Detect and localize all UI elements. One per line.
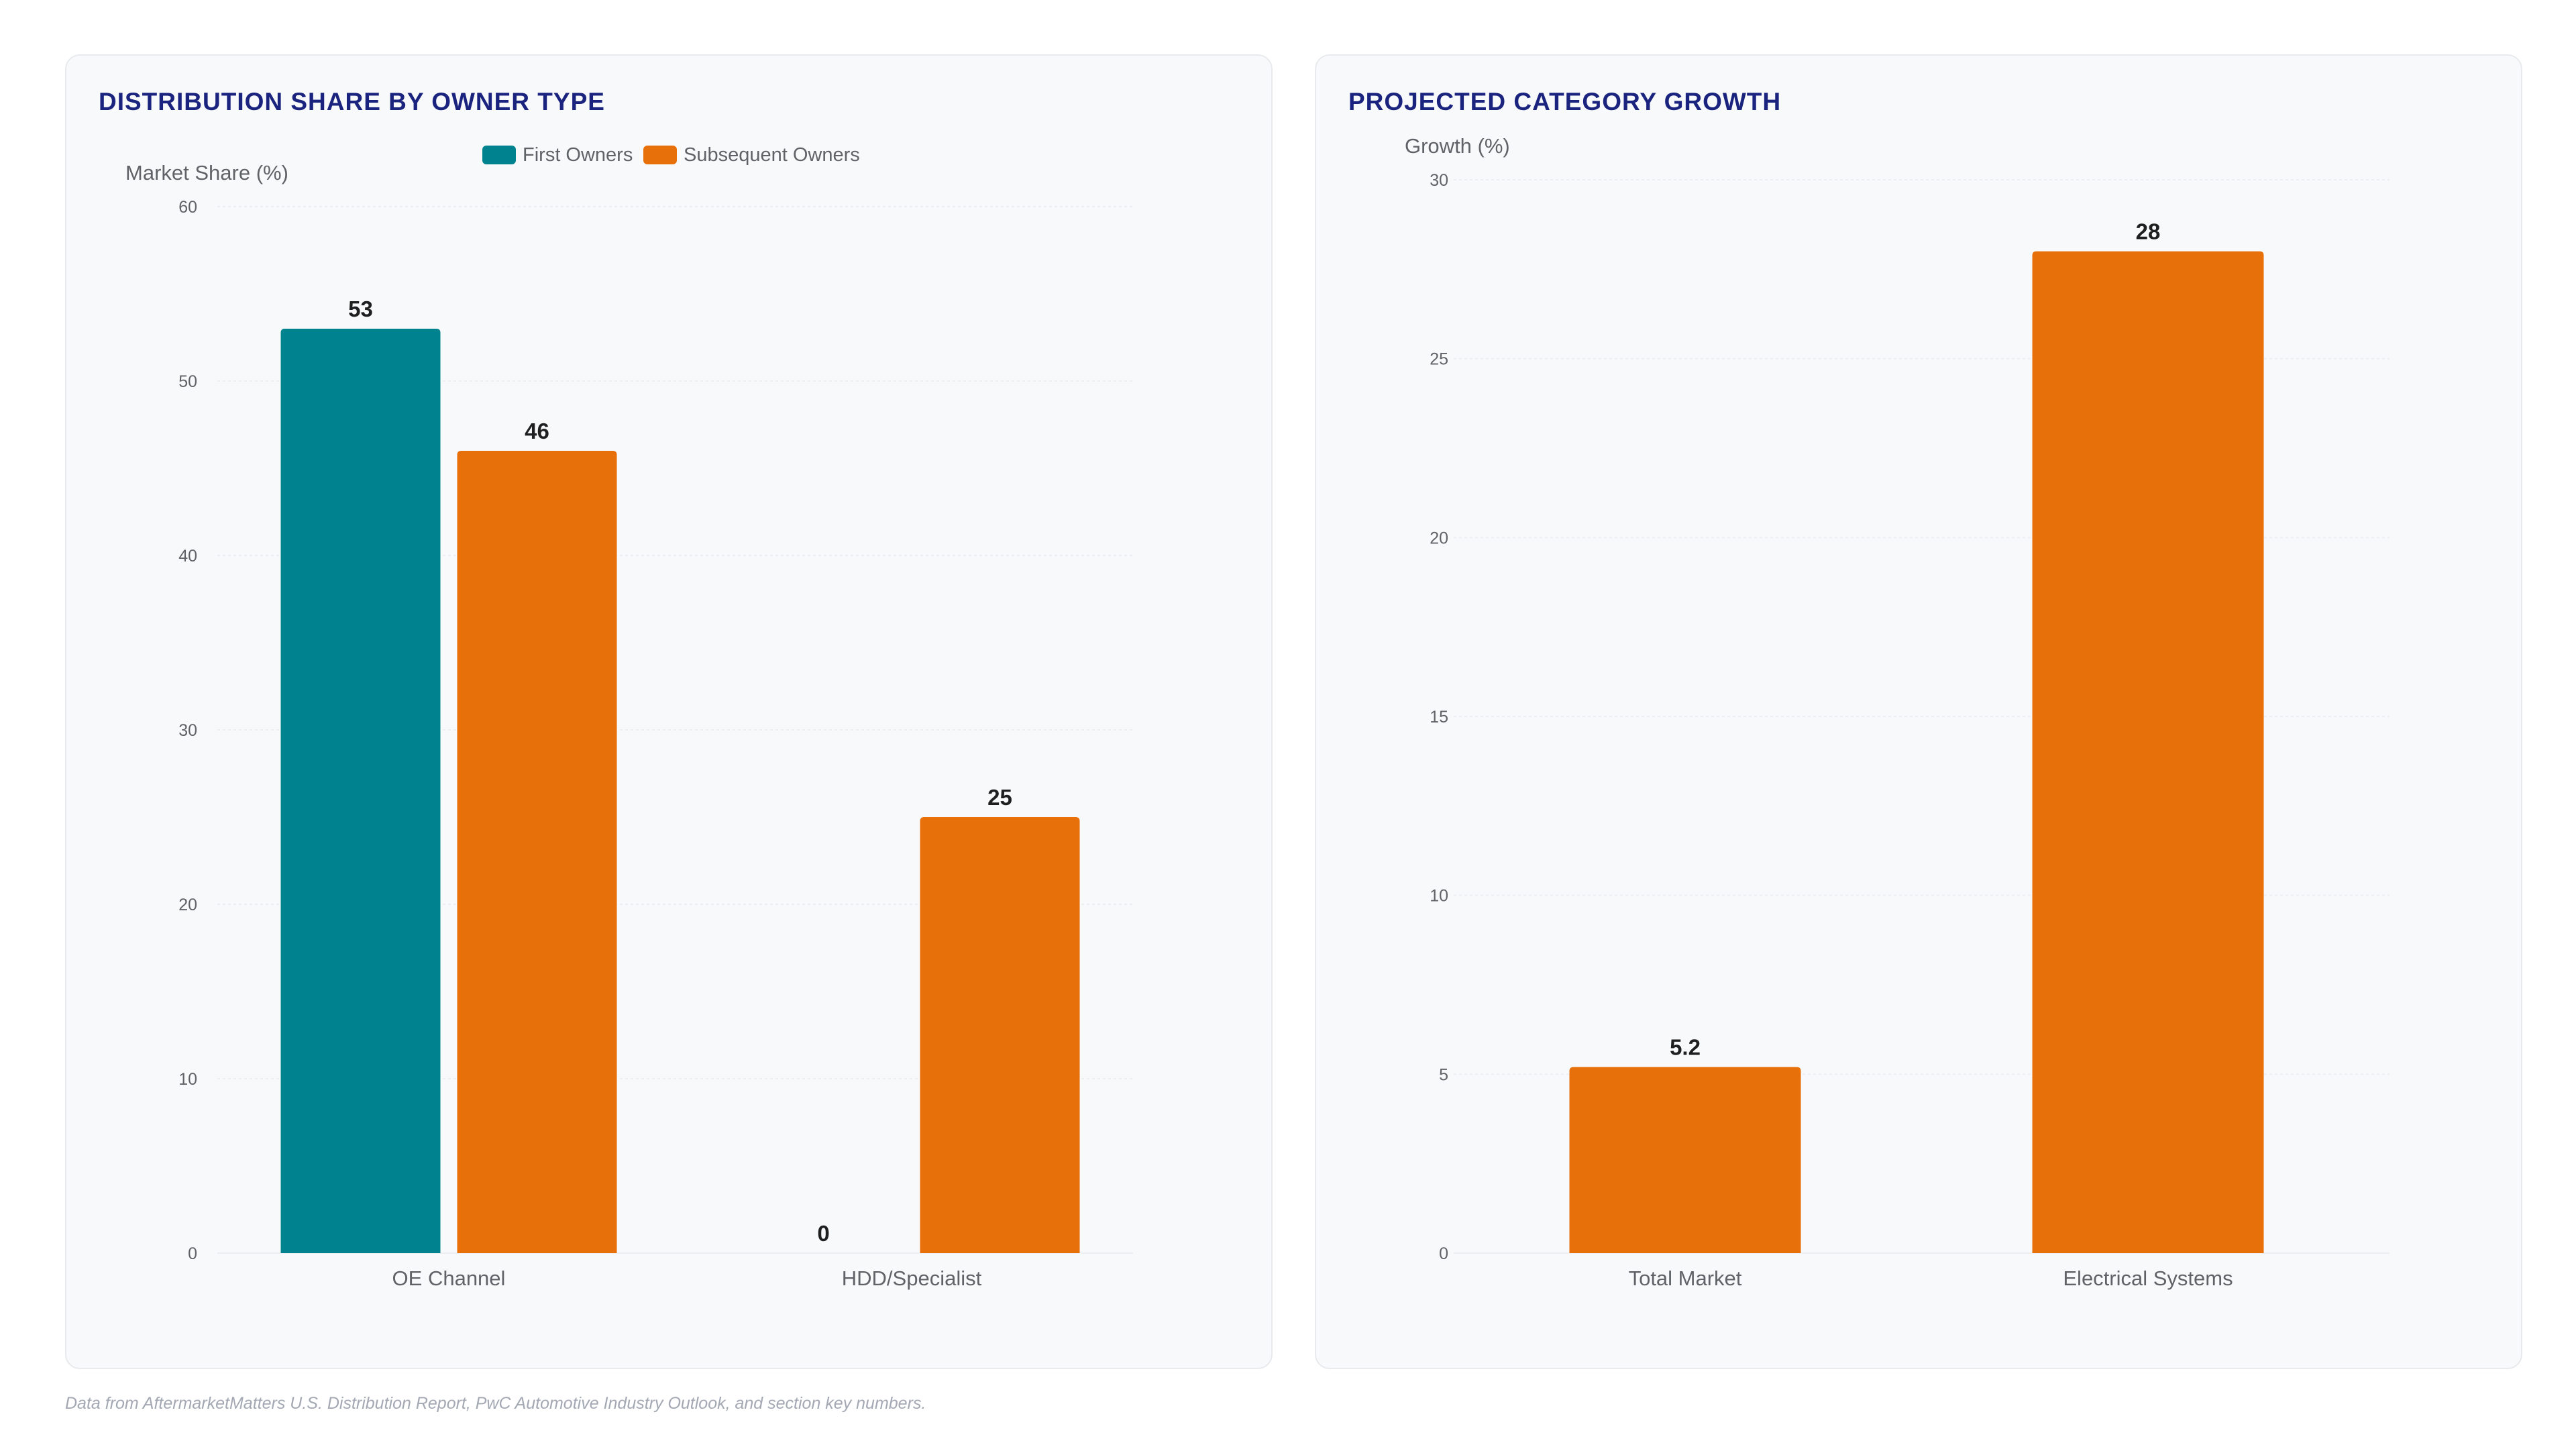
category-growth-chart: Growth (%) 0 5 10 15 20 25 30 5.2 Total Market 28 E… [1405, 134, 2390, 1290]
source-footnote: Data from AftermarketMatters U.S. Distri… [65, 1394, 926, 1413]
legend-label-first-owners: First Owners [523, 144, 633, 166]
y-tick-label: 30 [1430, 171, 1448, 190]
x-tick-label: HDD/Specialist [842, 1267, 982, 1290]
distribution-share-chart: First Owners Subsequent Owners Market Shar… [125, 144, 1133, 1290]
y-tick-label: 10 [1430, 887, 1448, 906]
bar-subsequent-owners [457, 451, 617, 1253]
x-tick-label: Total Market [1629, 1267, 1742, 1290]
y-tick-label: 60 [178, 198, 197, 217]
legend-label-subsequent-owners: Subsequent Owners [684, 144, 860, 166]
bar-value-label: 46 [525, 419, 549, 443]
y-axis-label: Growth (%) [1405, 134, 1510, 158]
bar-growth [2032, 251, 2264, 1254]
bar-value-label: 53 [348, 297, 373, 321]
bar-first-owners [280, 329, 441, 1253]
bar-growth [1569, 1067, 1801, 1253]
y-tick-label: 15 [1430, 708, 1448, 727]
chart-legend: First Owners Subsequent Owners [482, 144, 860, 166]
distribution-share-chart-panel: DISTRIBUTION SHARE BY OWNER TYPE First O… [65, 54, 1273, 1369]
y-tick-label: 20 [178, 896, 197, 914]
y-tick-label: 20 [1430, 529, 1448, 547]
bar-subsequent-owners [920, 817, 1080, 1253]
bar-value-label: 5.2 [1670, 1035, 1701, 1060]
bar-value-label: 25 [987, 785, 1012, 810]
y-tick-label: 40 [178, 547, 197, 566]
chart-title: PROJECTED CATEGORY GROWTH [1348, 88, 1782, 115]
y-axis-label: Market Share (%) [125, 161, 288, 184]
y-tick-label: 10 [178, 1070, 197, 1089]
y-tick-label: 25 [1430, 350, 1448, 369]
chart-title: DISTRIBUTION SHARE BY OWNER TYPE [99, 88, 605, 115]
y-tick-label: 50 [178, 372, 197, 391]
legend-swatch-subsequent-owners [643, 146, 677, 164]
y-tick-label: 0 [1439, 1244, 1448, 1263]
x-tick-label: OE Channel [392, 1267, 506, 1290]
category-growth-chart-panel: PROJECTED CATEGORY GROWTH Growth (%) 0 5 10… [1315, 54, 2522, 1369]
y-tick-label: 0 [188, 1244, 197, 1263]
legend-swatch-first-owners [482, 146, 516, 164]
y-tick-label: 30 [178, 721, 197, 740]
bar-value-label: 0 [817, 1221, 829, 1246]
x-tick-label: Electrical Systems [2063, 1267, 2233, 1290]
bar-value-label: 28 [2136, 219, 2161, 244]
y-tick-label: 5 [1439, 1065, 1448, 1084]
